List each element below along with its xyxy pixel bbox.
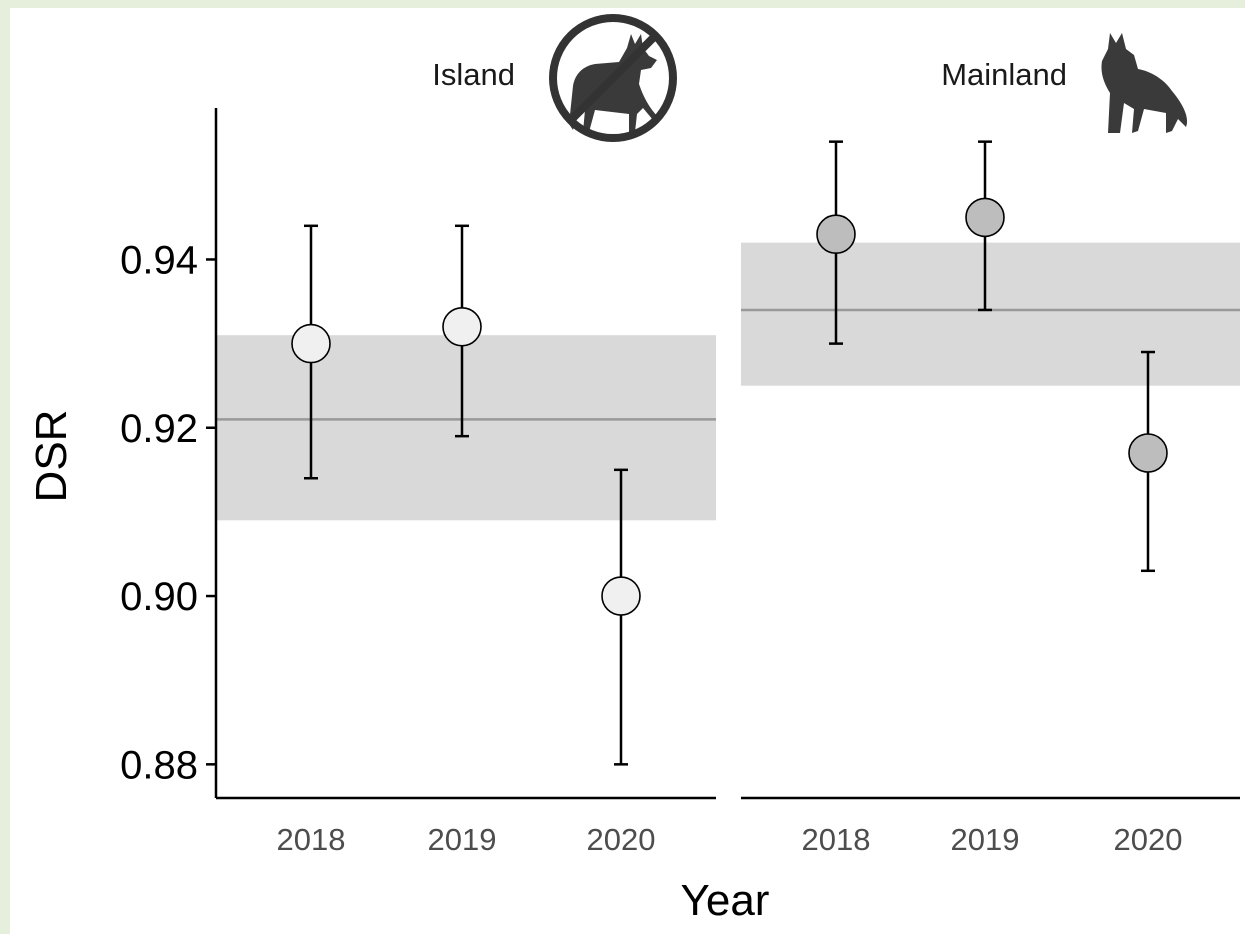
y-tick-label: 0.92	[120, 407, 198, 451]
y-axis: 0.88 0.90 0.92 0.94	[120, 108, 218, 798]
data-point	[965, 197, 1005, 238]
data-point	[442, 306, 482, 347]
x-tick-label: 2018	[277, 822, 346, 857]
y-axis-title: DSR	[27, 410, 76, 503]
data-point	[1128, 433, 1168, 473]
panel-label: Mainland	[941, 57, 1067, 92]
x-axis-title: Year	[681, 876, 770, 925]
panel-mainland: 2018 2019 2020 Mainland	[741, 33, 1240, 857]
x-tick-label: 2019	[428, 822, 497, 857]
mean-ci-band	[216, 335, 716, 521]
prohibition-circle	[549, 14, 677, 142]
chart-frame: 2018 2019 2020 Island 2018 2019 2020 Mainland 0…	[10, 8, 1245, 934]
panel-island: 2018 2019 2020 Island	[216, 14, 716, 857]
x-tick-label: 2020	[587, 822, 656, 857]
x-tick-label: 2018	[802, 822, 871, 857]
data-point	[601, 576, 641, 616]
panels-layer: 2018 2019 2020 Island 2018 2019 2020 Mainland	[216, 14, 1240, 857]
prohibition-slash	[568, 33, 658, 123]
fox-silhouette	[1101, 33, 1188, 133]
x-tick-label: 2019	[951, 822, 1020, 857]
crossed-out-fox-icon	[549, 14, 677, 142]
data-point	[291, 323, 331, 364]
x-tick-label: 2020	[1114, 822, 1183, 857]
panel-label: Island	[432, 57, 515, 92]
y-tick-label: 0.88	[120, 743, 198, 787]
dsr-chart: 2018 2019 2020 Island 2018 2019 2020 Mainland 0…	[27, 14, 1240, 925]
mean-ci-band	[741, 242, 1240, 386]
fox-icon	[1101, 33, 1188, 133]
y-tick-label: 0.90	[120, 575, 198, 619]
y-tick-label: 0.94	[120, 238, 198, 282]
data-point	[816, 214, 856, 255]
